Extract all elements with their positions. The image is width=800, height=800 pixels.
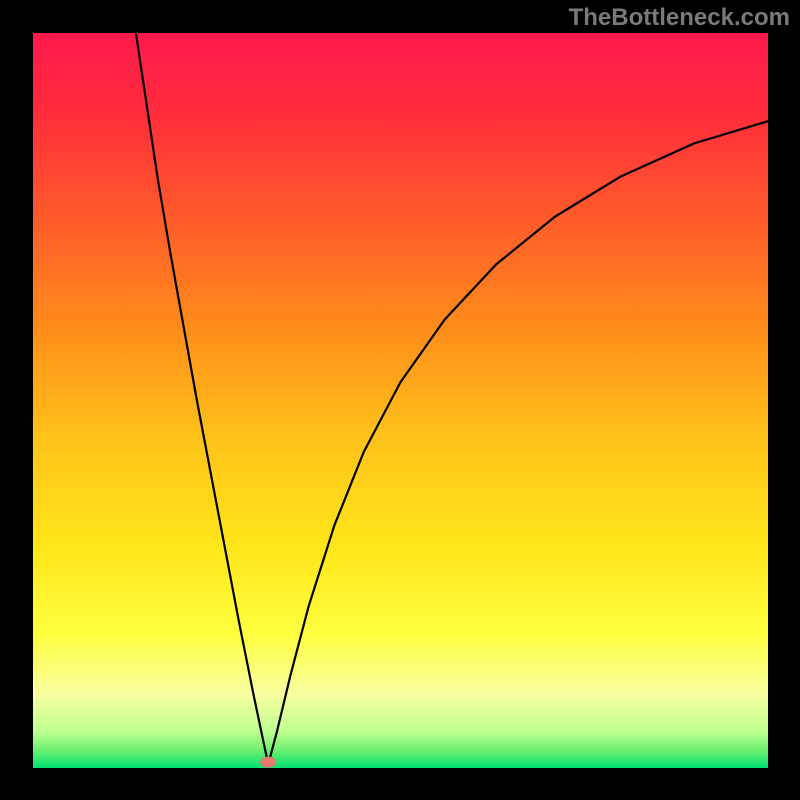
chart-background [33,33,768,768]
plot-area [33,33,768,768]
optimal-point-marker [260,757,276,768]
watermark-text: TheBottleneck.com [569,4,790,32]
chart-frame: TheBottleneck.com [0,0,800,800]
bottleneck-chart [33,33,768,768]
